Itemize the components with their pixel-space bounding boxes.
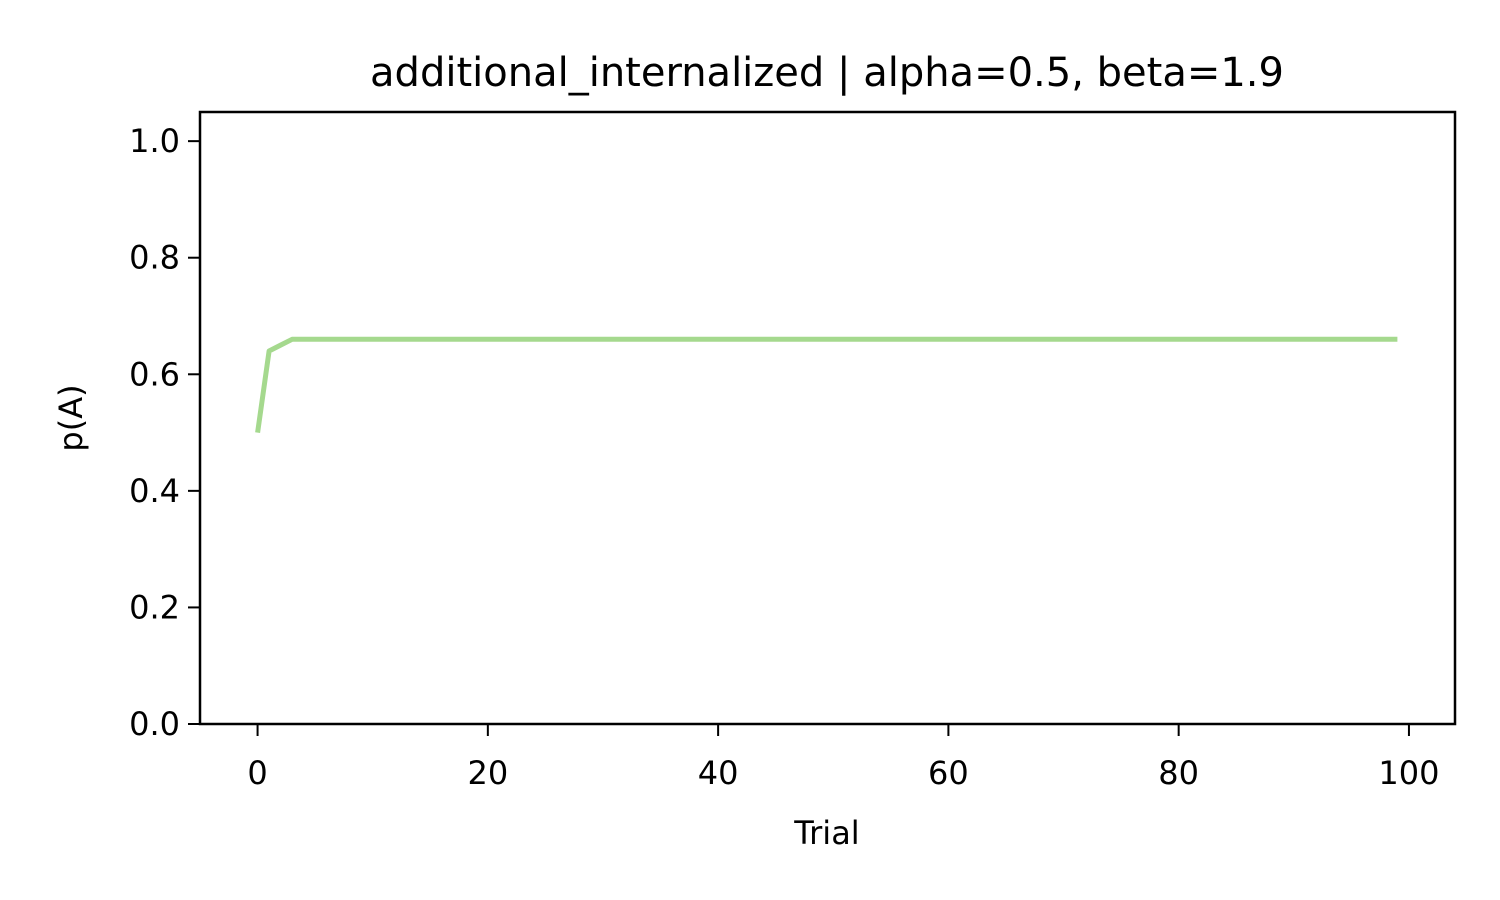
y-tick-label: 0.2: [129, 588, 180, 626]
y-tick-label: 0.8: [129, 239, 180, 277]
y-tick-label: 1.0: [129, 122, 180, 160]
plot-area: [198, 110, 1457, 726]
x-tick-label: 20: [467, 754, 508, 792]
x-axis-label: Trial: [793, 814, 859, 852]
y-tick-label: 0.6: [129, 355, 180, 393]
x-tick-label: 0: [247, 754, 267, 792]
chart-title: additional_internalized | alpha=0.5, bet…: [370, 50, 1284, 96]
x-tick-label: 60: [928, 754, 969, 792]
y-tick-label: 0.0: [129, 705, 180, 743]
x-tick-label: 40: [698, 754, 739, 792]
x-tick-label: 100: [1378, 754, 1439, 792]
y-axis: 0.0 0.2 0.4 0.6 0.8 1.0: [129, 122, 200, 743]
x-axis: 0 20 40 60 80 100: [247, 724, 1439, 792]
series-layer: [255, 336, 1398, 433]
y-tick-label: 0.4: [129, 472, 180, 510]
series-line-0: [255, 336, 1398, 433]
plot-frame: [198, 110, 1457, 726]
x-tick-label: 80: [1158, 754, 1199, 792]
y-axis-label: p(A): [52, 384, 90, 451]
